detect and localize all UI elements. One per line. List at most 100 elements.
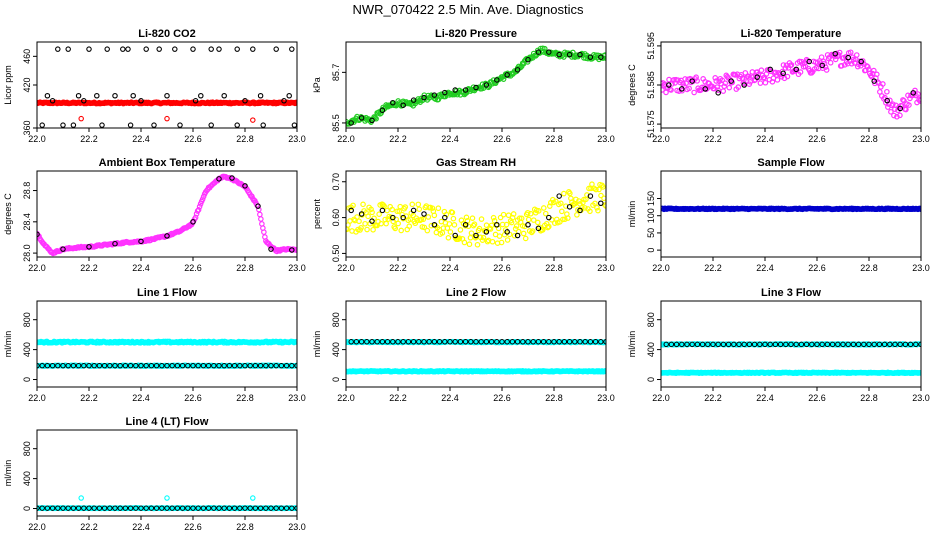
data-point [164, 495, 170, 501]
y-tick-label: 28.4 [22, 213, 32, 231]
data-point [587, 208, 593, 215]
data-point [499, 339, 505, 345]
data-point [195, 207, 202, 213]
data-point [353, 339, 360, 345]
data-point [601, 195, 606, 202]
y-tick-label: 400 [331, 342, 341, 357]
plot-area [37, 495, 297, 512]
data-point [372, 114, 378, 121]
data-point [159, 505, 165, 511]
y-axis-label: ml/min [627, 201, 637, 228]
data-point [788, 341, 794, 348]
data-point [400, 214, 406, 221]
data-point [784, 73, 791, 80]
x-tick-label: 23.0 [288, 522, 306, 532]
x-tick-label: 22.6 [184, 393, 202, 403]
data-point [809, 341, 815, 348]
y-tick-label: 400 [22, 471, 32, 486]
data-point [409, 201, 416, 208]
data-point [754, 74, 760, 80]
data-point [847, 49, 854, 56]
data-point [273, 505, 279, 511]
data-point [130, 93, 136, 99]
data-point [498, 239, 505, 246]
page-title: NWR_070422 2.5 Min. Ave. Diagnostics [352, 2, 584, 17]
chart-panel: Line 4 (LT) Flow 22.0 22.2 22.4 22.6 22.8 23.0… [3, 416, 306, 532]
data-point [906, 102, 912, 108]
data-point [724, 73, 731, 80]
data-point [368, 206, 374, 213]
y-tick-label: 420 [22, 77, 32, 92]
data-point [78, 115, 84, 122]
data-point [127, 122, 134, 128]
data-point [94, 93, 100, 99]
plot-area [346, 45, 606, 127]
data-point [435, 205, 442, 212]
x-tick-label: 23.0 [597, 393, 615, 403]
data-point [694, 341, 701, 348]
data-point [710, 341, 716, 348]
data-point [231, 362, 238, 369]
x-tick-label: 22.8 [236, 134, 254, 144]
y-tick-label: 0.50 [331, 245, 341, 263]
data-point [426, 339, 432, 345]
data-point [566, 204, 573, 210]
data-point [530, 339, 536, 345]
data-point [190, 505, 196, 511]
x-tick-label: 23.0 [288, 393, 306, 403]
data-point [263, 505, 269, 511]
x-tick-label: 22.4 [132, 263, 150, 273]
data-point [410, 97, 417, 103]
data-point [452, 339, 458, 345]
data-point [910, 90, 916, 96]
data-point [425, 214, 432, 220]
plot-frame [36, 429, 298, 517]
data-point [567, 190, 573, 197]
data-point [55, 46, 61, 52]
x-tick-label: 22.2 [704, 263, 722, 273]
data-point [291, 122, 297, 128]
data-point [503, 221, 510, 228]
data-point [577, 207, 583, 214]
data-point [39, 362, 45, 369]
data-point [522, 235, 529, 242]
data-point [179, 362, 186, 369]
data-point [452, 232, 458, 239]
data-point [107, 505, 113, 511]
data-point [525, 222, 531, 228]
data-point [421, 339, 427, 345]
data-point [488, 339, 495, 345]
data-point [556, 193, 562, 199]
y-tick-label: 100 [646, 208, 656, 223]
data-point [532, 53, 539, 59]
data-point [199, 196, 206, 203]
data-point [788, 62, 795, 68]
data-point [715, 90, 721, 96]
data-point [741, 82, 747, 88]
data-point [151, 122, 157, 128]
data-point [358, 225, 364, 231]
data-point [289, 247, 295, 253]
data-point [75, 93, 82, 99]
data-point [416, 206, 423, 212]
y-axis-label: kPa [312, 77, 322, 93]
data-point [226, 362, 233, 369]
data-point [663, 341, 669, 348]
data-point [138, 98, 144, 104]
data-point [774, 77, 781, 83]
data-point [278, 362, 285, 369]
data-point [378, 110, 384, 116]
data-point [101, 362, 108, 369]
data-point [268, 505, 274, 511]
data-point [257, 93, 264, 99]
x-tick-label: 22.2 [389, 263, 407, 273]
data-point [715, 87, 722, 93]
data-point [474, 241, 481, 248]
data-point [174, 362, 181, 369]
data-point [169, 505, 175, 511]
data-point [442, 339, 448, 345]
data-point [216, 46, 222, 52]
x-tick-label: 23.0 [912, 263, 930, 273]
data-point [827, 59, 834, 66]
